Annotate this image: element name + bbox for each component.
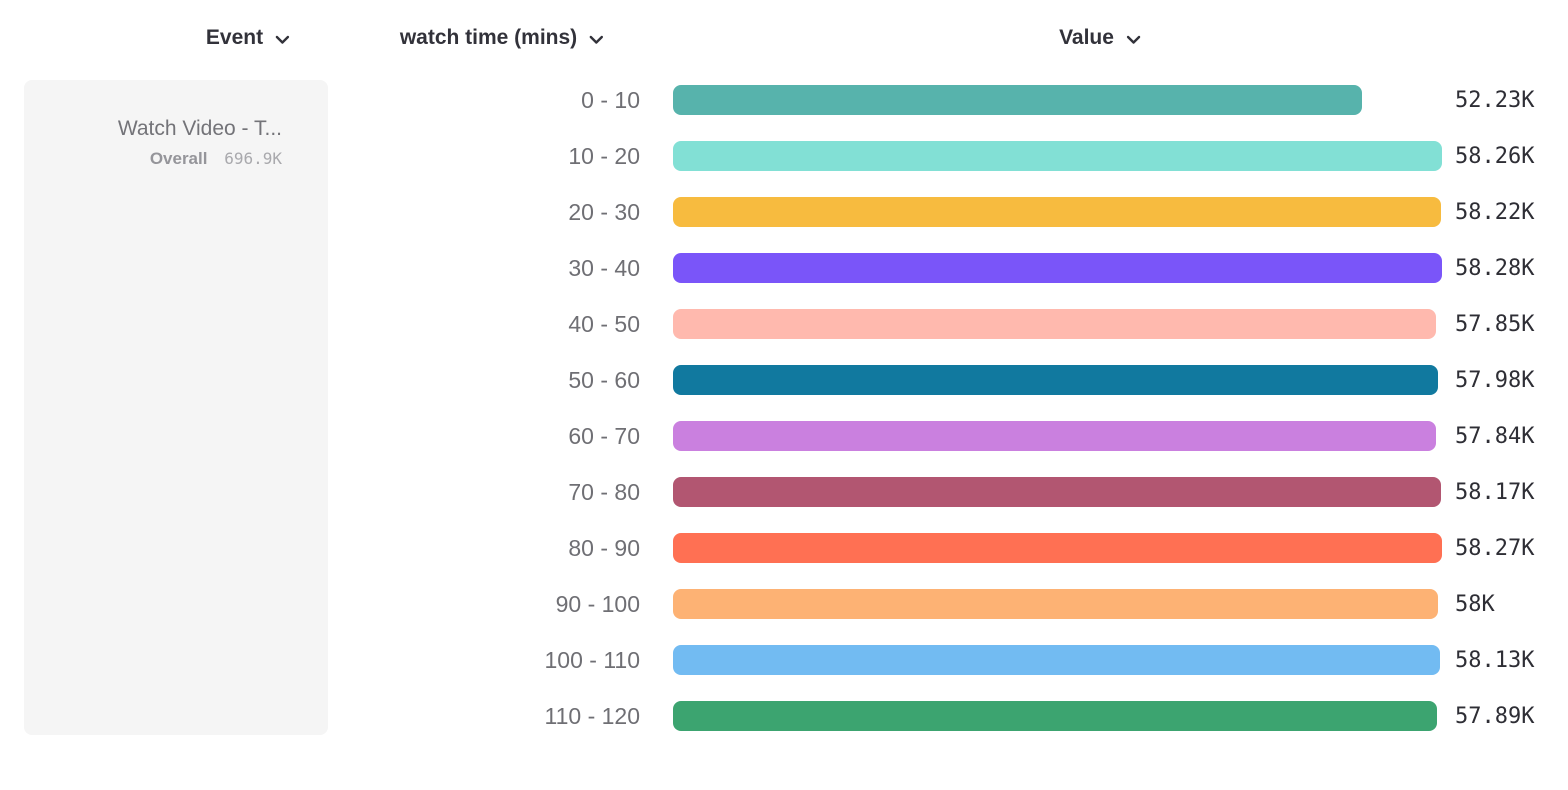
event-title: Watch Video - T... [117, 117, 282, 140]
bucket-label: 60 - 70 [568, 422, 640, 449]
column-header-event-label: Event [205, 26, 264, 49]
bucket-label: 40 - 50 [568, 310, 640, 337]
value-bar[interactable] [673, 197, 1442, 227]
event-overall-row: Overall 696.9K [44, 149, 282, 169]
value-bar[interactable] [673, 421, 1437, 451]
bar-track [673, 141, 1442, 171]
bucket-label: 70 - 80 [568, 478, 640, 505]
value-label: 57.84K [1455, 423, 1535, 449]
bar-row: 10 - 20 58.26K [0, 128, 1568, 184]
bar-row: 70 - 80 58.17K [0, 464, 1568, 520]
bar-track [673, 365, 1442, 395]
value-bar[interactable] [673, 645, 1440, 675]
column-header-event[interactable]: Event [206, 26, 290, 50]
value-label: 52.23K [1455, 87, 1535, 113]
bar-track [673, 477, 1442, 507]
value-label: 57.98K [1455, 367, 1535, 393]
bucket-label: 10 - 20 [568, 142, 640, 169]
column-header-value-label: Value [1059, 26, 1114, 49]
bar-track [673, 701, 1442, 731]
value-label: 58.17K [1455, 479, 1535, 505]
bucket-label: 80 - 90 [568, 534, 640, 561]
bar-row: 20 - 30 58.22K [0, 184, 1568, 240]
overall-label: Overall [149, 149, 208, 169]
value-label: 57.85K [1455, 311, 1535, 337]
value-label: 57.89K [1455, 703, 1535, 729]
bar-track [673, 309, 1442, 339]
value-bar[interactable] [673, 589, 1439, 619]
chevron-down-icon [589, 35, 604, 44]
bar-row: 80 - 90 58.27K [0, 520, 1568, 576]
value-label: 58.13K [1455, 647, 1535, 673]
bar-track [673, 421, 1442, 451]
value-label: 58.22K [1455, 199, 1535, 225]
value-label: 58K [1455, 591, 1495, 617]
bar-row: 30 - 40 58.28K [0, 240, 1568, 296]
bucket-label: 0 - 10 [581, 86, 640, 113]
value-bar[interactable] [673, 85, 1363, 115]
value-bar[interactable] [673, 533, 1442, 563]
overall-value: 696.9K [224, 149, 282, 169]
bucket-label: 50 - 60 [568, 366, 640, 393]
value-bar[interactable] [673, 253, 1442, 283]
value-bar[interactable] [673, 365, 1439, 395]
bar-track [673, 197, 1442, 227]
value-bar[interactable] [673, 477, 1441, 507]
bucket-label: 110 - 120 [544, 702, 640, 729]
bar-track [673, 253, 1442, 283]
bar-track [673, 645, 1442, 675]
column-header-breakdown[interactable]: watch time (mins) [400, 26, 604, 50]
bar-row: 0 - 10 52.23K [0, 72, 1568, 128]
bar-row: 90 - 100 58K [0, 576, 1568, 632]
value-bar[interactable] [673, 309, 1437, 339]
bar-track [673, 533, 1442, 563]
bucket-label: 100 - 110 [544, 646, 640, 673]
value-bar[interactable] [673, 701, 1437, 731]
value-label: 58.27K [1455, 535, 1535, 561]
bar-row: 50 - 60 57.98K [0, 352, 1568, 408]
bucket-label: 20 - 30 [568, 198, 640, 225]
bar-row: 100 - 110 58.13K [0, 632, 1568, 688]
bar-rows: 0 - 10 52.23K 10 - 20 58.26K 20 - 30 58.… [0, 72, 1568, 744]
column-header-value[interactable]: Value [1059, 26, 1141, 50]
chevron-down-icon [275, 35, 290, 44]
bar-row: 110 - 120 57.89K [0, 688, 1568, 744]
bucket-label: 30 - 40 [568, 254, 640, 281]
value-label: 58.28K [1455, 255, 1535, 281]
bar-track [673, 85, 1442, 115]
bar-row: 40 - 50 57.85K [0, 296, 1568, 352]
column-header-breakdown-label: watch time (mins) [399, 26, 578, 49]
bucket-label: 90 - 100 [555, 590, 640, 617]
chevron-down-icon [1126, 35, 1141, 44]
event-panel[interactable]: Watch Video - T... Overall 696.9K [24, 80, 328, 735]
value-bar[interactable] [673, 141, 1442, 171]
bar-row: 60 - 70 57.84K [0, 408, 1568, 464]
value-label: 58.26K [1455, 143, 1535, 169]
bar-track [673, 589, 1442, 619]
